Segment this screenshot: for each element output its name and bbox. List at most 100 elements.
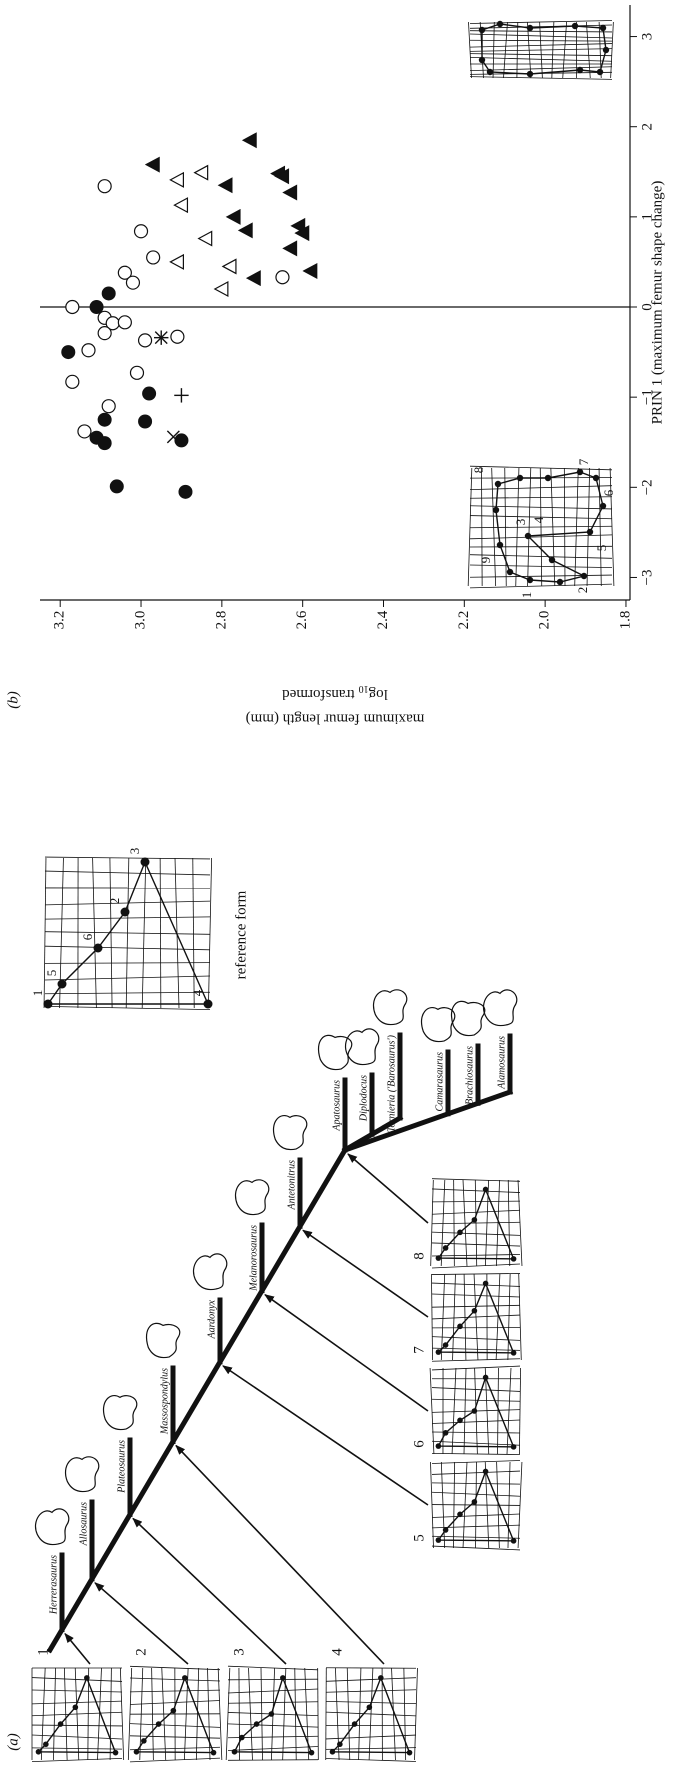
grid-line-inset (431, 1347, 521, 1351)
point (193, 164, 209, 181)
grid-line-inset (440, 1273, 446, 1361)
landmark (576, 468, 584, 476)
grid-line-inset (44, 975, 211, 981)
grid-line-inset (586, 467, 591, 587)
landmark-number: 1 (30, 990, 45, 997)
point (144, 156, 160, 173)
grid-line-inset (469, 554, 613, 559)
grid-line-inset (44, 991, 211, 995)
grid-line-inset (516, 21, 519, 79)
point (275, 270, 290, 285)
grid-line-inset (227, 1759, 319, 1761)
landmark (239, 1734, 245, 1741)
point (178, 484, 193, 499)
grid-line-inset (496, 1179, 500, 1267)
landmark (596, 68, 604, 76)
landmark (442, 1245, 449, 1251)
landmark-number: 6 (80, 933, 95, 940)
grid-line-inset (31, 1747, 123, 1750)
point (125, 275, 141, 290)
point (221, 258, 237, 275)
landmark (84, 1675, 90, 1681)
grid-line-inset (227, 1723, 319, 1728)
x-tick-label: −2 (639, 479, 655, 495)
femur-outline (318, 1034, 353, 1071)
grid-line-inset (431, 1314, 521, 1320)
grid-line-inset (207, 857, 213, 1009)
arrow (175, 1444, 385, 1665)
point (89, 300, 104, 315)
landmark (510, 1350, 517, 1356)
deformation-grid (31, 1667, 125, 1763)
femur-outline (451, 1000, 486, 1037)
landmark-number: 2 (575, 587, 590, 594)
point (117, 265, 132, 280)
x-tick-label: 2 (639, 123, 655, 131)
point (169, 171, 184, 188)
inset-number: 4 (329, 1648, 345, 1656)
taxon-label: Apatosaurus (331, 1080, 342, 1132)
femur-outline (235, 1179, 270, 1216)
landmark (155, 1721, 162, 1727)
grid-line-inset (317, 1667, 319, 1761)
grid-line-inset (31, 1689, 123, 1693)
taxon-label: Antetonitrus (286, 1160, 297, 1211)
y-tick-label: 2.8 (213, 611, 229, 630)
femur-outline (345, 1028, 380, 1066)
deformation-grid (467, 465, 615, 589)
point (217, 177, 233, 194)
x-tick-label: 1 (639, 213, 655, 221)
landmark (442, 1430, 449, 1436)
landmark (366, 1704, 373, 1711)
landmark (471, 1307, 478, 1314)
point (213, 280, 229, 297)
grid-line-inset (159, 857, 162, 1009)
point (81, 343, 96, 358)
grid-line-inset (431, 1293, 521, 1298)
grid-line-inset (53, 1667, 56, 1761)
point (282, 240, 298, 257)
grid-line-inset (431, 1365, 521, 1371)
grid-line-inset (586, 21, 591, 79)
grid-line-inset (431, 1254, 521, 1257)
grid-line-inset (517, 1461, 523, 1549)
grid-line-inset (325, 1734, 417, 1740)
grid-line-inset (227, 1688, 319, 1694)
grid-line-inset (346, 1667, 351, 1761)
x-tick-label: 0 (639, 303, 655, 311)
landmark-number: 8 (471, 467, 486, 474)
landmark (406, 1749, 413, 1756)
grid-line-inset (141, 857, 147, 1009)
grid-line-inset (431, 1273, 521, 1275)
landmark (494, 480, 502, 488)
landmark (210, 1749, 217, 1756)
landmark (435, 1443, 442, 1449)
panel-label: (a) (5, 1733, 21, 1751)
landmark-number: 4 (190, 989, 205, 996)
point (241, 132, 257, 149)
taxon-label: Tornieria ('Barosaurus') (386, 1034, 397, 1132)
grid-line-inset (119, 1667, 125, 1761)
grid-line-inset (506, 1367, 512, 1455)
point (173, 197, 189, 214)
point (237, 222, 253, 239)
point (170, 329, 185, 344)
y-axis-label: log10 transformed (282, 683, 388, 702)
taxon-label: Massospondylus (159, 1368, 170, 1435)
landmark (592, 474, 600, 482)
deformation-grid (430, 1178, 523, 1269)
point-stroke (166, 430, 180, 444)
landmark (471, 1217, 478, 1223)
grid-line-inset (468, 21, 472, 79)
grid-line-inset (481, 467, 483, 587)
branch (341, 1088, 514, 1154)
grid-line-inset (129, 1746, 221, 1751)
grid-line-inset (507, 1273, 511, 1361)
landmark (510, 1538, 517, 1544)
grid-line-inset (431, 1513, 521, 1518)
landmark (253, 1721, 260, 1727)
grid-line-inset (227, 1665, 319, 1671)
grid-line-inset (431, 1231, 521, 1236)
grid-line-inset (431, 1535, 521, 1539)
landmark (580, 572, 588, 580)
